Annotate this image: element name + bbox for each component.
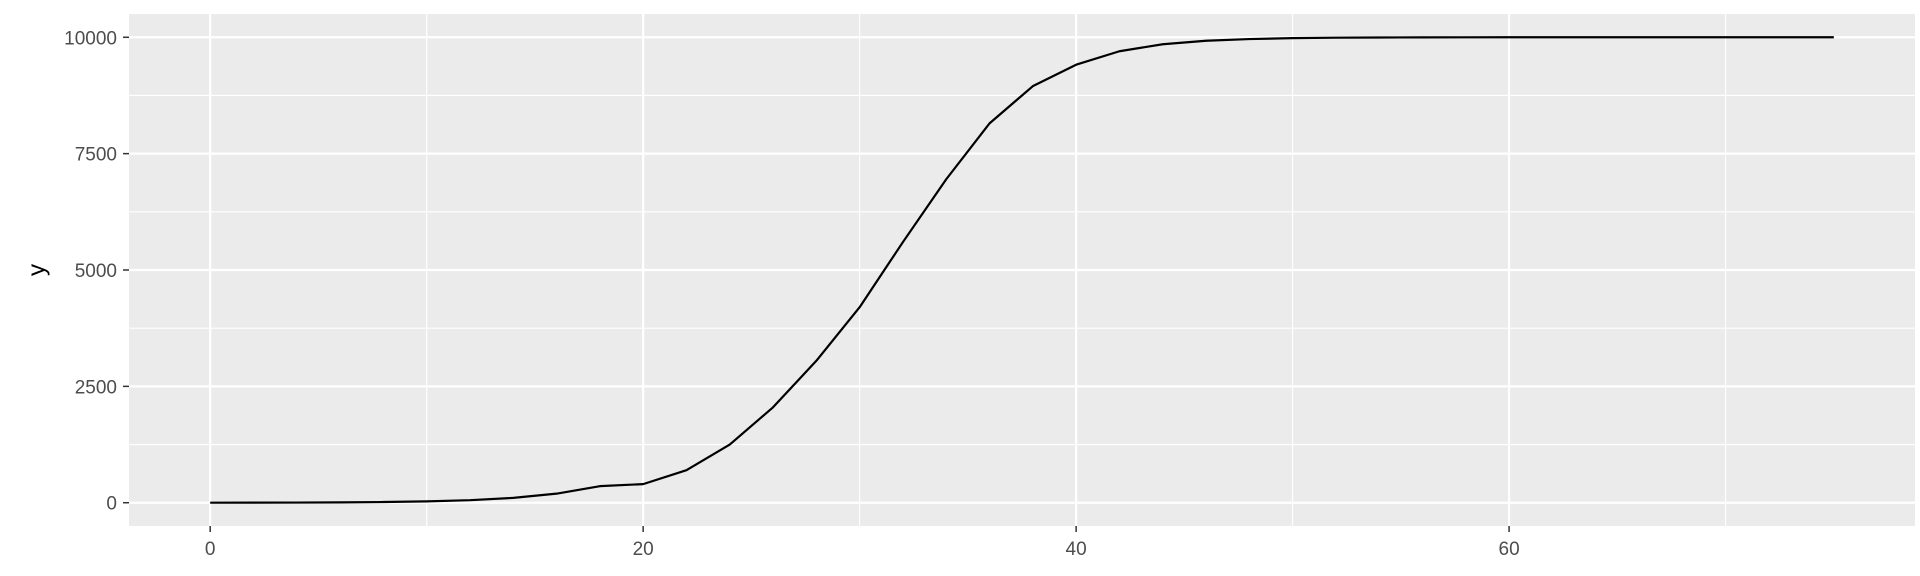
y-tick-label: 5000	[75, 261, 117, 282]
x-tick-label: 0	[205, 539, 216, 560]
y-tick-label: 10000	[64, 28, 117, 49]
y-tick-label: 0	[106, 494, 117, 515]
y-axis-title: y	[23, 264, 50, 276]
x-tick-label: 20	[633, 539, 654, 560]
x-tick-label: 60	[1499, 539, 1520, 560]
major-gridlines	[129, 14, 1915, 526]
y-axis: 0 2500 5000 7500 10000	[64, 28, 129, 515]
series-line	[210, 36, 1834, 504]
x-axis: 0 20 40 60	[205, 526, 1520, 560]
series-layer	[210, 36, 1834, 504]
y-tick-label: 7500	[75, 145, 117, 166]
x-tick-label: 40	[1066, 539, 1087, 560]
y-tick-label: 2500	[75, 377, 117, 398]
